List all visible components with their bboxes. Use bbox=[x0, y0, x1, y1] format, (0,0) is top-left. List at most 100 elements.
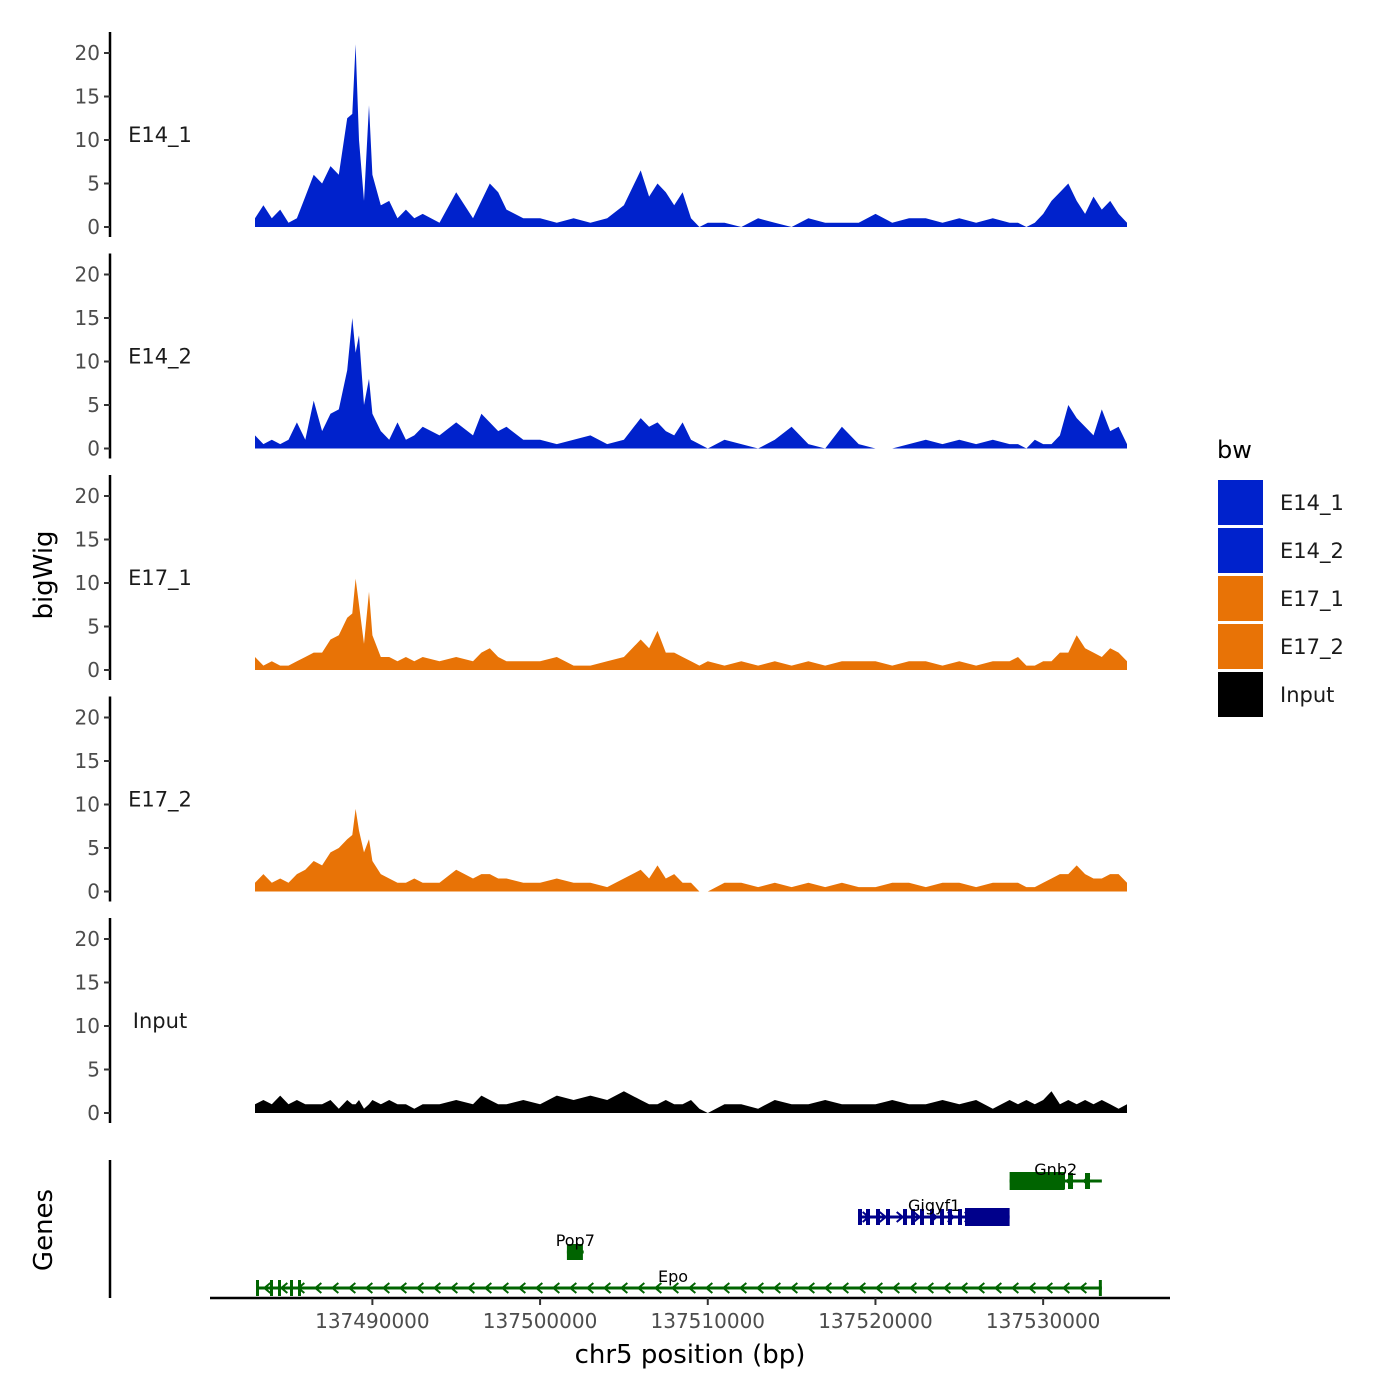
track-e14-2: 0 5 10 15 20 E14_2 bbox=[75, 253, 1127, 461]
legend-swatch bbox=[1218, 576, 1263, 621]
strand-chevron bbox=[466, 1282, 475, 1294]
strand-chevron bbox=[670, 1282, 679, 1294]
strand-chevron bbox=[687, 1282, 696, 1294]
signal-area bbox=[255, 318, 1127, 449]
genes-axis-title: Genes bbox=[29, 1189, 59, 1271]
signal-area bbox=[255, 808, 1127, 892]
strand-chevron bbox=[789, 1282, 798, 1294]
strand-chevron bbox=[908, 1282, 917, 1294]
y-tick-label: 0 bbox=[87, 215, 100, 239]
strand-chevron bbox=[891, 1282, 900, 1294]
y-tick-label: 20 bbox=[75, 41, 100, 65]
track-input: 0 5 10 15 20 Input bbox=[75, 918, 1127, 1125]
strand-chevron bbox=[925, 1282, 934, 1294]
legend: bw E14_1 E14_2 E17_1 E17_2 Input bbox=[1217, 436, 1344, 717]
track-label: E17_2 bbox=[128, 788, 192, 813]
exon-block bbox=[1068, 1173, 1073, 1189]
legend-swatch bbox=[1218, 624, 1263, 669]
strand-chevron bbox=[330, 1282, 339, 1294]
strand-chevron bbox=[879, 1211, 888, 1223]
strand-chevron bbox=[585, 1282, 594, 1294]
genes-panel: Gnb2 Gigyf1 Pop7 Epo bbox=[108, 1160, 1102, 1298]
track-e14-1: 0 5 10 15 20 E14_1 bbox=[75, 32, 1127, 239]
strand-chevron bbox=[896, 1211, 905, 1223]
y-tick-label: 20 bbox=[75, 263, 100, 287]
y-tick-label: 20 bbox=[75, 484, 100, 508]
strand-chevron bbox=[823, 1282, 832, 1294]
legend-swatch bbox=[1218, 528, 1263, 573]
gene-label: Epo bbox=[658, 1267, 688, 1286]
exon-block bbox=[930, 1209, 934, 1225]
signal-area bbox=[255, 1091, 1127, 1113]
track-e17-2: 0 5 10 15 20 E17_2 bbox=[75, 696, 1127, 904]
strand-chevron bbox=[840, 1282, 849, 1294]
y-tick-label: 5 bbox=[87, 836, 100, 860]
y-tick-label: 10 bbox=[75, 1014, 100, 1038]
strand-chevron bbox=[483, 1282, 492, 1294]
strand-chevron bbox=[364, 1282, 373, 1294]
legend-label: E14_1 bbox=[1280, 491, 1344, 516]
gene-label: Pop7 bbox=[556, 1231, 595, 1250]
y-tick-label: 20 bbox=[75, 927, 100, 951]
y-tick-label: 5 bbox=[87, 393, 100, 417]
y-tick-label: 10 bbox=[75, 350, 100, 374]
exon-block bbox=[290, 1280, 293, 1296]
legend-swatch bbox=[1218, 672, 1263, 717]
y-tick-label: 5 bbox=[87, 615, 100, 639]
x-tick-label: 137500000 bbox=[483, 1309, 598, 1333]
y-tick-label: 5 bbox=[87, 1058, 100, 1082]
exon-block bbox=[876, 1209, 880, 1225]
y-tick-label: 0 bbox=[87, 880, 100, 904]
legend-label: E14_2 bbox=[1280, 539, 1344, 564]
strand-chevron bbox=[806, 1282, 815, 1294]
gene-pop7: Pop7 bbox=[556, 1231, 595, 1260]
strand-chevron bbox=[449, 1282, 458, 1294]
track-label: E14_1 bbox=[128, 123, 192, 148]
y-tick-label: 10 bbox=[75, 793, 100, 817]
strand-chevron bbox=[959, 1282, 968, 1294]
gene-gnb2: Gnb2 bbox=[1009, 1160, 1102, 1190]
strand-chevron bbox=[636, 1282, 645, 1294]
strand-chevron bbox=[1061, 1282, 1070, 1294]
legend-item-e14-1: E14_1 bbox=[1218, 480, 1344, 525]
track-e17-1: 0 5 10 15 20 E17_1 bbox=[75, 475, 1127, 682]
exon-block bbox=[858, 1209, 862, 1225]
strand-chevron bbox=[415, 1282, 424, 1294]
exon-block bbox=[1060, 1173, 1065, 1189]
strand-chevron bbox=[534, 1282, 543, 1294]
strand-chevron bbox=[398, 1282, 407, 1294]
strand-chevron bbox=[874, 1282, 883, 1294]
x-tick-label: 137490000 bbox=[315, 1309, 430, 1333]
strand-chevron bbox=[347, 1282, 356, 1294]
exon-block bbox=[958, 1209, 962, 1225]
strand-chevron bbox=[432, 1282, 441, 1294]
signal-area bbox=[255, 578, 1127, 670]
y-tick-label: 0 bbox=[87, 437, 100, 461]
y-tick-label: 0 bbox=[87, 1101, 100, 1125]
strand-chevron bbox=[619, 1282, 628, 1294]
legend-label: E17_1 bbox=[1280, 587, 1344, 612]
strand-chevron bbox=[262, 1282, 271, 1294]
strand-chevron bbox=[1010, 1282, 1019, 1294]
legend-item-e14-2: E14_2 bbox=[1218, 528, 1344, 573]
legend-title: bw bbox=[1217, 436, 1252, 464]
gene-label: Gigyf1 bbox=[908, 1196, 960, 1215]
exon-block bbox=[886, 1209, 890, 1225]
y-tick-label: 15 bbox=[75, 749, 100, 773]
strand-chevron bbox=[738, 1282, 747, 1294]
strand-chevron bbox=[976, 1282, 985, 1294]
legend-item-e17-2: E17_2 bbox=[1218, 624, 1344, 669]
strand-chevron bbox=[772, 1282, 781, 1294]
y-tick-label: 15 bbox=[75, 85, 100, 109]
x-axis-title: chr5 position (bp) bbox=[575, 1340, 806, 1370]
strand-chevron bbox=[313, 1282, 322, 1294]
y-tick-label: 15 bbox=[75, 971, 100, 995]
strand-chevron bbox=[602, 1282, 611, 1294]
x-tick-label: 137510000 bbox=[651, 1309, 766, 1333]
gene-gigyf1: Gigyf1 bbox=[858, 1196, 1010, 1226]
gene-label: Gnb2 bbox=[1034, 1160, 1077, 1179]
legend-item-input: Input bbox=[1218, 672, 1334, 717]
y-tick-label: 15 bbox=[75, 306, 100, 330]
x-tick-label: 137520000 bbox=[818, 1309, 933, 1333]
